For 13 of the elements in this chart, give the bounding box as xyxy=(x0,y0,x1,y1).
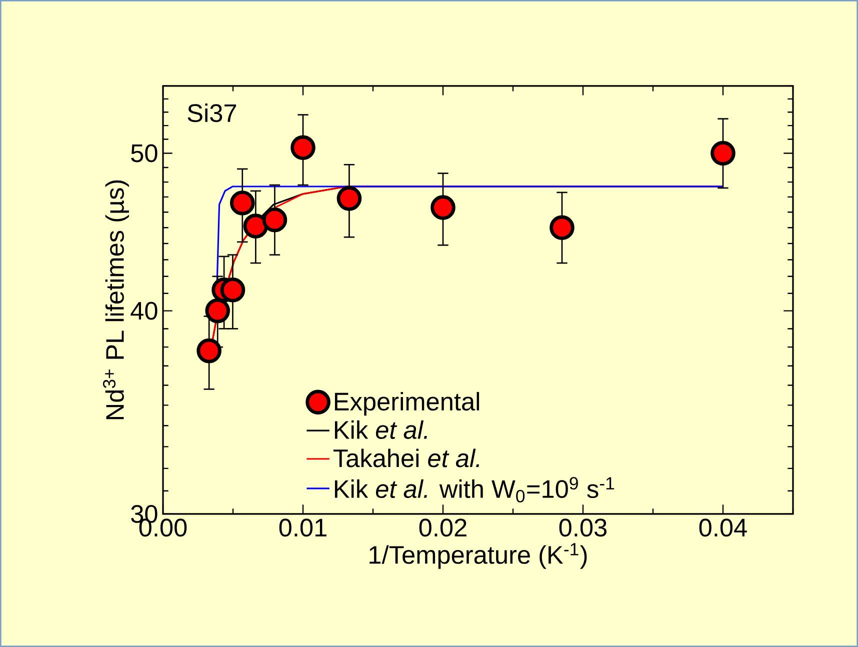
y-axis-title: Nd$^{3+}$ PL lifetimes (µs) xyxy=(102,180,129,420)
y-tick-label: 50 xyxy=(131,144,158,162)
x-tick-label: 0.03 xyxy=(559,518,607,537)
x-tick-label: 0.01 xyxy=(279,518,326,537)
x-tick-label: 0.04 xyxy=(699,518,747,537)
y-tick-label: 40 xyxy=(130,302,158,320)
legend-label: Kik et al. with W$_{0}$=10$^{9}$ s$^{-1}$ xyxy=(334,477,614,502)
legend-label: Experimental xyxy=(334,392,480,416)
annotation: Si37 xyxy=(188,104,236,122)
x-axis-title: 1/Temperature (K$^{-1}$) xyxy=(370,543,587,569)
x-tick-label: 0.02 xyxy=(419,518,466,537)
legend-label: Takahei et al. xyxy=(333,448,480,468)
legend-label: Kik et al. xyxy=(334,420,427,439)
